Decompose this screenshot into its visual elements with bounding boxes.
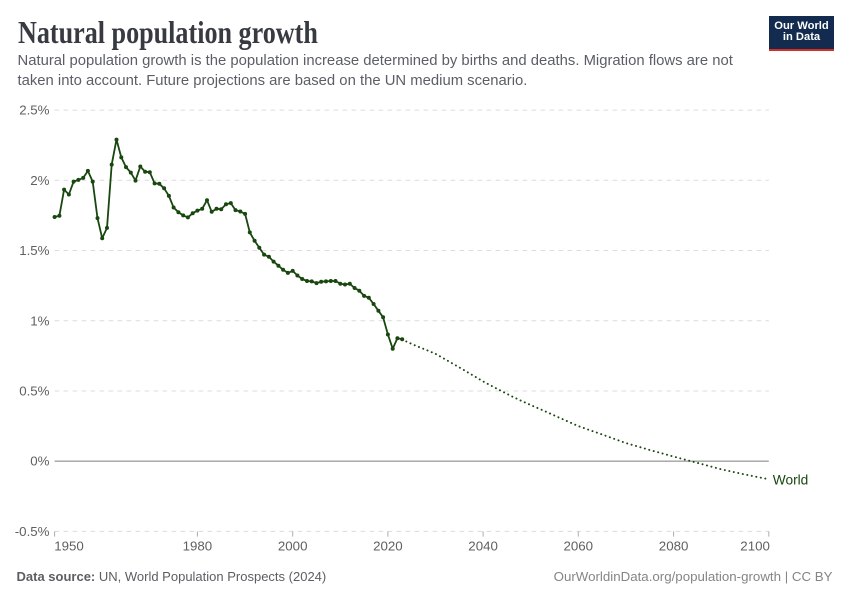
svg-text:2020: 2020 — [373, 539, 403, 554]
svg-text:0%: 0% — [30, 454, 49, 469]
svg-text:2040: 2040 — [468, 539, 498, 554]
svg-text:1.5%: 1.5% — [19, 243, 49, 258]
svg-text:-0.5%: -0.5% — [15, 524, 50, 539]
svg-text:1%: 1% — [30, 313, 49, 328]
svg-text:2100: 2100 — [740, 539, 770, 554]
svg-text:2080: 2080 — [659, 539, 689, 554]
svg-text:2000: 2000 — [278, 539, 308, 554]
svg-text:1950: 1950 — [54, 539, 84, 554]
svg-text:0.5%: 0.5% — [19, 384, 49, 399]
svg-text:2060: 2060 — [564, 539, 594, 554]
svg-text:2.5%: 2.5% — [19, 103, 49, 118]
svg-text:World: World — [773, 472, 809, 487]
svg-text:2%: 2% — [30, 173, 49, 188]
svg-text:1980: 1980 — [183, 539, 213, 554]
